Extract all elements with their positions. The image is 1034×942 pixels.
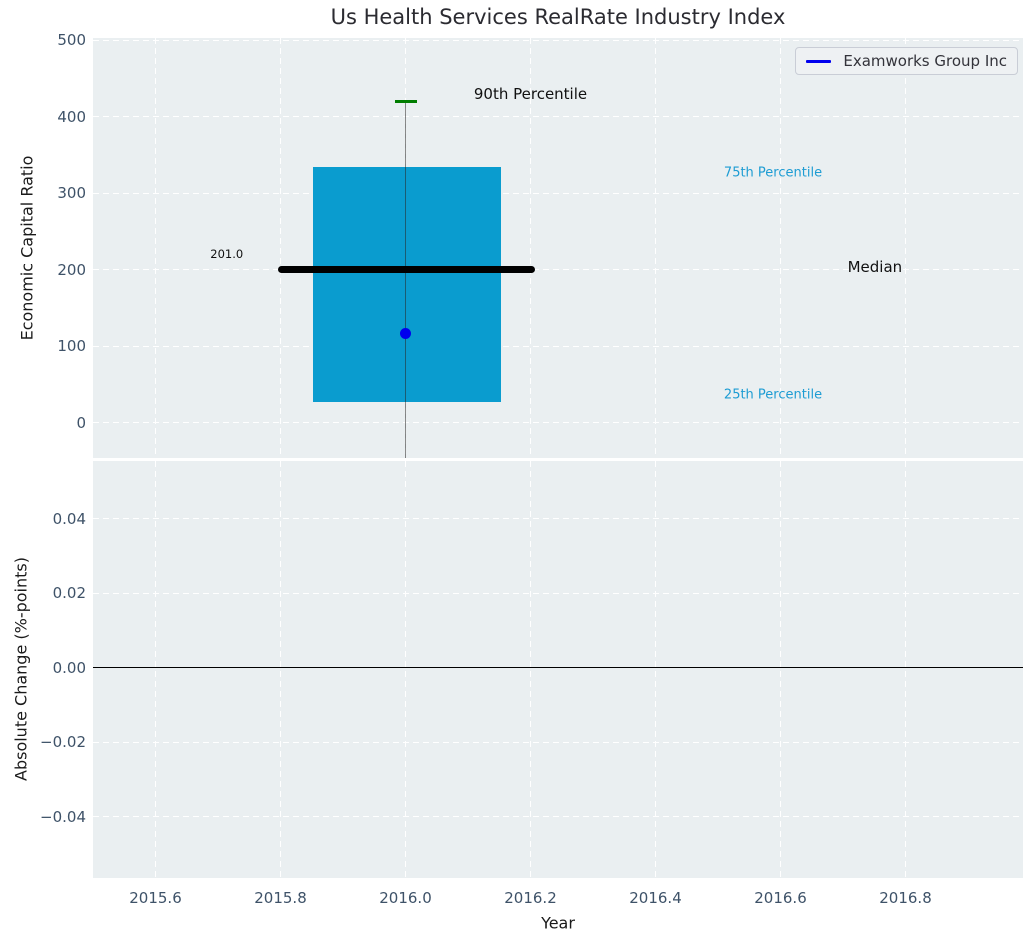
gridline-vertical	[780, 461, 781, 878]
gridline-vertical	[655, 38, 656, 458]
gridline-horizontal	[93, 269, 1023, 271]
annotation-text: 90th Percentile	[473, 84, 588, 103]
gridline-horizontal	[93, 592, 1023, 594]
y-tick-label: 200	[57, 260, 86, 279]
chart-title: Us Health Services RealRate Industry Ind…	[330, 5, 786, 29]
gridline-horizontal	[93, 422, 1023, 424]
x-tick-label: 2015.6	[129, 889, 182, 907]
gridline-horizontal	[93, 39, 1023, 41]
legend: Examworks Group Inc	[795, 47, 1018, 75]
gridline-horizontal	[93, 192, 1023, 194]
y-tick-label: 100	[57, 337, 86, 356]
y-tick-label: −0.02	[40, 733, 86, 752]
gridline-vertical	[155, 38, 156, 458]
legend-label: Examworks Group Inc	[843, 52, 1007, 70]
top-y-axis-label: Economic Capital Ratio	[17, 155, 37, 341]
gridline-horizontal	[93, 816, 1023, 818]
bottom-y-axis-label: Absolute Change (%-points)	[11, 557, 31, 781]
annotation-text: 25th Percentile	[723, 387, 823, 403]
whisker-line	[404, 101, 407, 458]
legend-line-sample	[806, 59, 832, 63]
median-line	[278, 265, 535, 273]
y-tick-label: 400	[57, 107, 86, 126]
x-tick-label: 2015.8	[254, 889, 307, 907]
x-tick-label: 2016.4	[629, 889, 682, 907]
y-tick-label: 300	[57, 184, 86, 203]
gridline-horizontal	[93, 518, 1023, 520]
gridline-vertical	[905, 461, 906, 878]
gridline-vertical	[780, 38, 781, 458]
gridline-vertical	[530, 461, 531, 878]
annotation-text: Median	[847, 257, 903, 276]
gridline-vertical	[280, 461, 281, 878]
box-iqr-rect	[313, 166, 502, 403]
y-tick-label: 0.00	[52, 658, 86, 677]
gridline-vertical	[655, 461, 656, 878]
y-tick-label: 0	[76, 413, 86, 432]
x-tick-label: 2016.6	[754, 889, 807, 907]
y-tick-label: −0.04	[40, 807, 86, 826]
gridline-horizontal	[93, 741, 1023, 743]
gridline-horizontal	[93, 116, 1023, 118]
bottom-axes	[93, 461, 1023, 878]
gridline-vertical	[405, 461, 406, 878]
x-axis-label: Year	[541, 913, 575, 933]
zero-line	[93, 666, 1023, 669]
annotation-text: 201.0	[210, 246, 244, 261]
gridline-vertical	[280, 38, 281, 458]
gridline-vertical	[905, 38, 906, 458]
gridline-vertical	[155, 461, 156, 878]
x-tick-label: 2016.0	[379, 889, 432, 907]
gridline-horizontal	[93, 345, 1023, 347]
top-axes: 201.0 90th Percentile 75th Percentile Media…	[93, 38, 1023, 458]
y-tick-label: 0.02	[52, 584, 86, 603]
gridline-vertical	[530, 38, 531, 458]
company-data-point	[400, 327, 411, 339]
y-tick-label: 0.04	[52, 509, 86, 528]
x-tick-label: 2016.2	[504, 889, 557, 907]
annotation-text: 75th Percentile	[723, 165, 823, 181]
p90-cap	[394, 99, 418, 103]
x-tick-label: 2016.8	[879, 889, 932, 907]
y-tick-label: 500	[57, 31, 86, 50]
